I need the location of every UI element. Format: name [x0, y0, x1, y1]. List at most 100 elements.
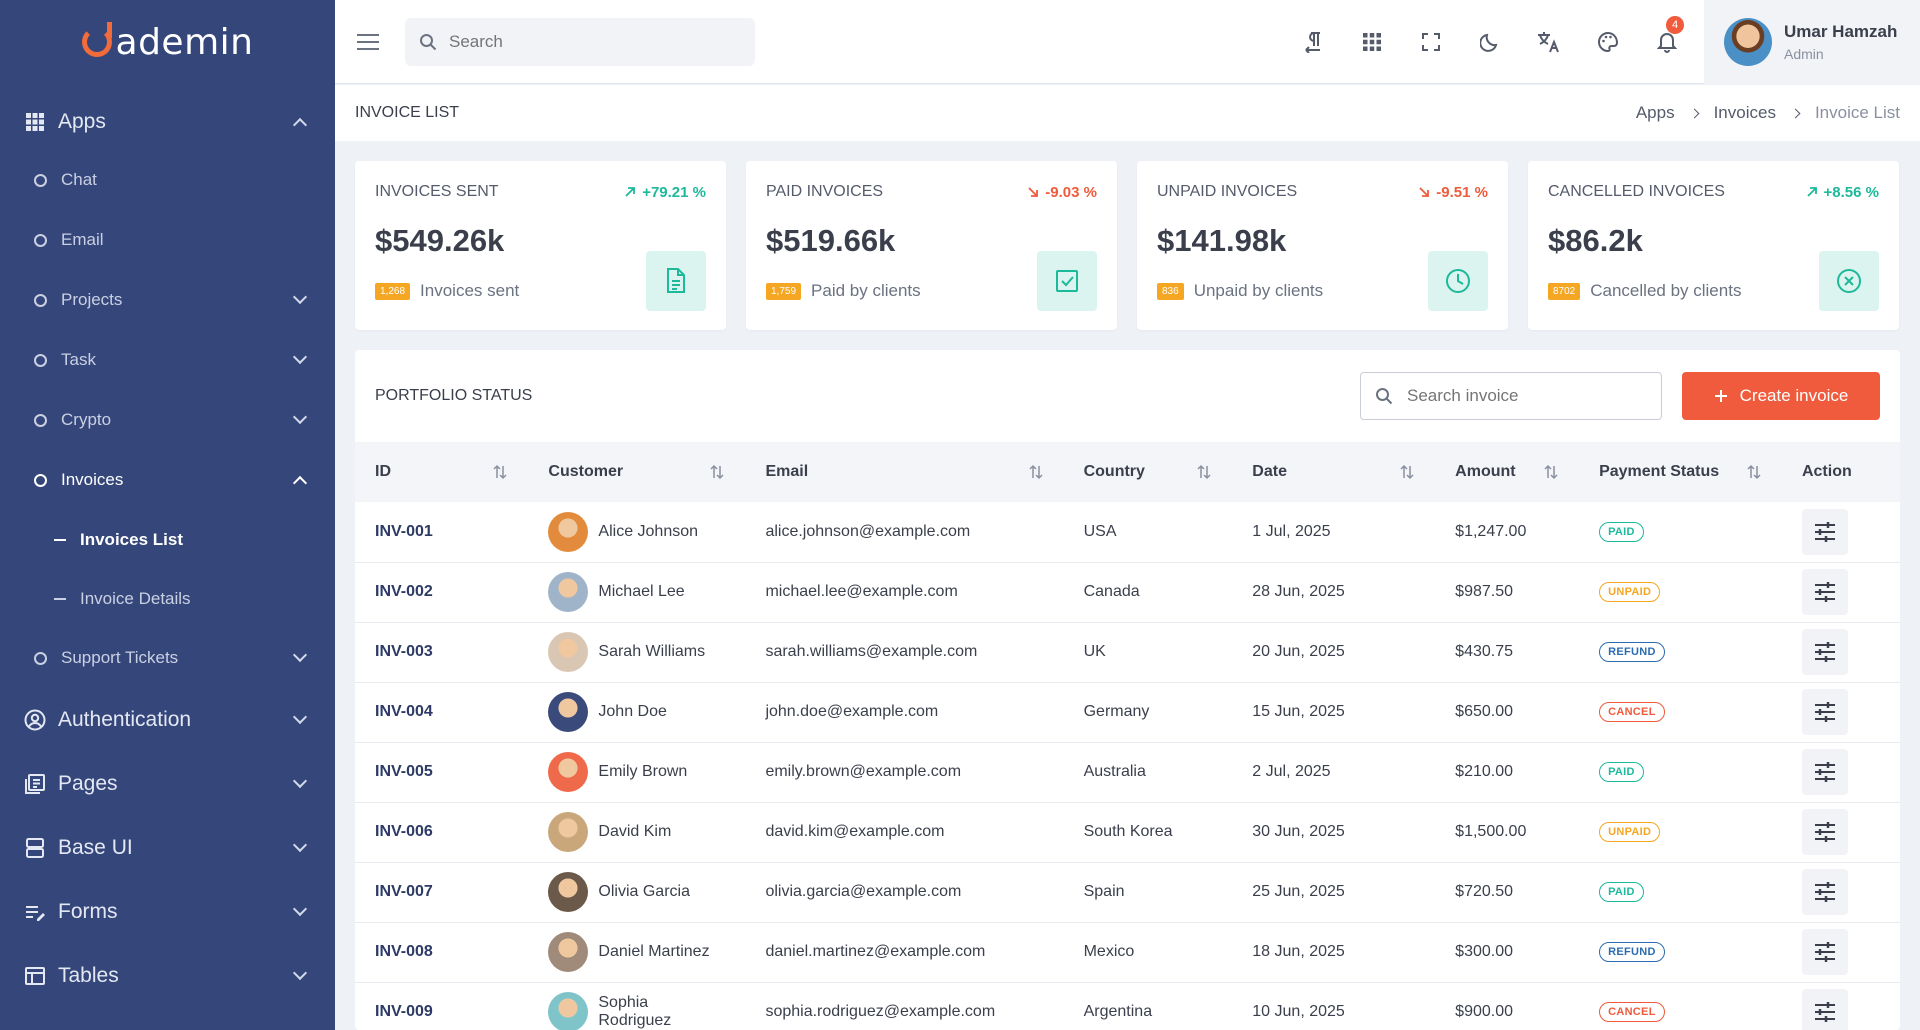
apps-grid-icon[interactable] [1342, 0, 1401, 84]
row-action-button[interactable] [1801, 569, 1848, 615]
column-label: Country [1083, 463, 1145, 480]
chevron-down-icon [292, 837, 308, 853]
sidebar-item-support-tickets[interactable]: Support Tickets [0, 628, 335, 688]
cell-date: 10 Jun, 2025 [1232, 982, 1436, 1030]
column-header-customer[interactable]: Customer [528, 442, 745, 502]
customer-name: Olivia Garcia [598, 883, 690, 900]
column-header-id[interactable]: ID [355, 442, 528, 502]
row-action-button[interactable] [1801, 869, 1848, 915]
column-header-amount[interactable]: Amount [1435, 442, 1579, 502]
sidebar-item-projects[interactable]: Projects [0, 270, 335, 330]
sort-icon[interactable] [492, 464, 508, 480]
global-search-input[interactable] [449, 31, 729, 52]
sort-icon[interactable] [1543, 464, 1559, 480]
table-row: INV-003 Sarah Williams sarah.williams@exam… [355, 622, 1900, 683]
cell-id[interactable]: INV-007 [355, 862, 529, 923]
cell-payment-status: CANCEL [1579, 982, 1782, 1030]
cell-payment-status: UNPAID [1579, 802, 1782, 863]
sort-icon[interactable] [1196, 464, 1212, 480]
sliders-icon [1814, 942, 1835, 962]
clock-icon [1428, 251, 1488, 311]
column-label: Email [765, 463, 809, 480]
row-action-button[interactable] [1801, 689, 1848, 735]
cell-id[interactable]: INV-003 [355, 622, 529, 683]
table-row: INV-009 Sophia Rodriguez sophia.rodriguez@… [355, 982, 1900, 1030]
cell-action [1781, 742, 1900, 803]
menu-toggle-icon[interactable] [357, 33, 379, 50]
row-action-button[interactable] [1801, 929, 1848, 975]
sidebar-group-apps[interactable]: Apps [0, 94, 335, 150]
sort-icon[interactable] [1399, 464, 1415, 480]
column-header-payment-status[interactable]: Payment Status [1579, 442, 1782, 502]
sort-icon[interactable] [1028, 464, 1044, 480]
status-badge: PAID [1599, 882, 1644, 902]
translate-icon[interactable] [1519, 0, 1578, 84]
global-search[interactable] [405, 17, 755, 66]
sidebar-group-tables[interactable]: Tables [0, 944, 335, 1008]
sort-icon[interactable] [709, 464, 725, 480]
cell-payment-status: PAID [1579, 502, 1782, 563]
rtl-toggle-icon[interactable] [1283, 0, 1342, 84]
cell-id[interactable]: INV-001 [355, 502, 529, 563]
dash-icon [54, 597, 66, 600]
column-header-country[interactable]: Country [1064, 442, 1233, 502]
cell-payment-status: PAID [1579, 742, 1782, 803]
invoice-search[interactable] [1360, 372, 1662, 420]
sidebar-subitem-invoices-list[interactable]: Invoices List [0, 510, 335, 569]
avatar [548, 572, 589, 612]
cell-action [1781, 622, 1900, 683]
row-action-button[interactable] [1801, 749, 1848, 795]
sidebar-item-crypto[interactable]: Crypto [0, 390, 335, 450]
column-label: Payment Status [1599, 463, 1720, 480]
circle-icon [34, 413, 47, 427]
dark-mode-icon[interactable] [1460, 0, 1519, 84]
sidebar-group-base-ui[interactable]: Base UI [0, 816, 335, 880]
avatar [548, 752, 589, 792]
sidebar-item-invoices[interactable]: Invoices [0, 450, 335, 510]
cell-id[interactable]: INV-009 [355, 982, 529, 1030]
sidebar-item-task[interactable]: Task [0, 330, 335, 390]
breadcrumb-apps[interactable]: Apps [1635, 103, 1675, 122]
cell-id[interactable]: INV-002 [355, 562, 529, 623]
topbar: 4 Umar Hamzah Admin [335, 0, 1920, 84]
cell-id[interactable]: INV-006 [355, 802, 529, 863]
brand-logo[interactable]: ademin [0, 0, 335, 84]
sidebar-subitem-invoice-details[interactable]: Invoice Details [0, 569, 335, 628]
row-action-button[interactable] [1801, 989, 1848, 1030]
column-header-email[interactable]: Email [745, 442, 1063, 502]
file-icon [646, 251, 706, 311]
invoice-search-input[interactable] [1407, 386, 1647, 406]
sliders-icon [1814, 642, 1835, 662]
sidebar-item-label: Projects [61, 290, 123, 309]
cell-amount: $720.50 [1435, 862, 1580, 923]
sidebar-group-pages[interactable]: Pages [0, 752, 335, 816]
sort-icon[interactable] [1746, 464, 1762, 480]
plus-icon [1714, 390, 1727, 402]
cell-id[interactable]: INV-005 [355, 742, 529, 803]
status-badge: REFUND [1599, 642, 1665, 662]
user-menu[interactable]: Umar Hamzah Admin [1704, 0, 1920, 84]
cell-id[interactable]: INV-008 [355, 922, 529, 983]
stat-count-badge: 836 [1157, 282, 1184, 300]
row-action-button[interactable] [1801, 508, 1848, 555]
sidebar-group-authentication[interactable]: Authentication [0, 688, 335, 752]
cell-id[interactable]: INV-004 [355, 682, 529, 743]
cell-email: olivia.garcia@example.com [745, 862, 1064, 923]
fullscreen-icon[interactable] [1401, 0, 1460, 84]
sidebar-item-chat[interactable]: Chat [0, 150, 335, 210]
breadcrumb-invoices[interactable]: Invoices [1713, 103, 1776, 122]
cell-country: Germany [1063, 682, 1233, 743]
sidebar-item-label: Invoices [61, 470, 124, 489]
cell-country: Canada [1063, 562, 1233, 623]
column-header-date[interactable]: Date [1232, 442, 1435, 502]
sidebar: ademin Apps Chat Email Projects Task [0, 0, 335, 1030]
palette-icon[interactable] [1578, 0, 1637, 84]
sidebar-group-forms[interactable]: Forms [0, 880, 335, 944]
row-action-button[interactable] [1801, 809, 1848, 855]
sidebar-item-email[interactable]: Email [0, 210, 335, 270]
notifications-button[interactable]: 4 [1637, 0, 1696, 84]
stat-trend: -9.03 % [1027, 184, 1097, 201]
create-invoice-button[interactable]: Create invoice [1682, 372, 1880, 420]
stat-title: UNPAID INVOICES [1157, 183, 1298, 200]
row-action-button[interactable] [1801, 629, 1848, 675]
